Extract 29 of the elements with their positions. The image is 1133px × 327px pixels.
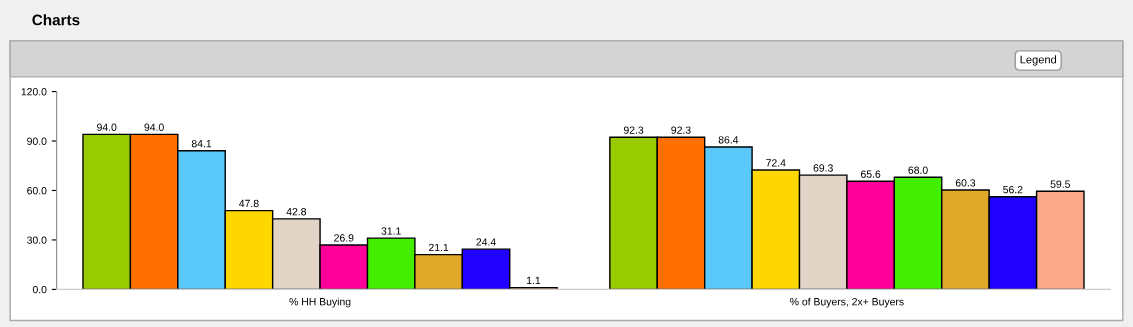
data-label: 68.0: [908, 166, 928, 174]
data-label: 94.0: [144, 123, 164, 131]
data-label: 86.4: [718, 136, 739, 144]
data-label: 72.4: [766, 159, 786, 167]
data-label: 60.3: [955, 179, 976, 187]
data-label: 92.3: [671, 126, 691, 134]
data-label: 59.5: [1050, 180, 1070, 188]
data-label: 92.3: [623, 126, 644, 134]
y-tick-label: 30.0: [27, 236, 47, 244]
data-label: 65.6: [861, 170, 881, 178]
y-tick-label: 60.0: [27, 186, 47, 195]
data-label: 56.2: [1003, 185, 1023, 194]
data-label: 47.8: [239, 199, 259, 208]
y-tick-label: 120.0: [21, 88, 47, 96]
y-tick-label: 0.0: [32, 285, 47, 294]
data-label: 42.8: [286, 208, 307, 216]
data-label: 94.0: [97, 123, 117, 131]
y-tick-label: 90.0: [27, 137, 47, 145]
data-label: 21.1: [429, 243, 449, 252]
text: Legend: [1020, 55, 1057, 66]
x-tick-label: % HH Buying: [289, 297, 351, 308]
chart-title: Charts: [32, 14, 80, 26]
data-label: 31.1: [381, 227, 401, 235]
data-label: 69.3: [813, 164, 833, 172]
data-label: 1.1: [527, 276, 541, 285]
data-label: 26.9: [334, 234, 354, 242]
x-tick-label: % of Buyers, 2x+ Buyers: [790, 297, 904, 308]
data-label: 24.4: [476, 238, 496, 246]
data-label: 84.1: [191, 139, 212, 148]
